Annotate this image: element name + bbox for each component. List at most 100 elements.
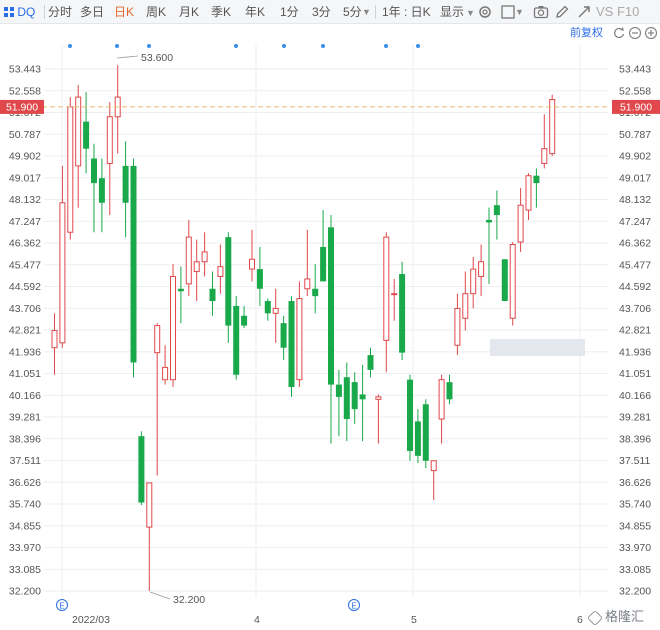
y-tick-label: 33.085	[619, 564, 651, 576]
x-label-may: 5	[411, 614, 417, 626]
event-dot	[147, 44, 151, 48]
grid-lines	[44, 45, 608, 597]
y-tick-label: 53.443	[619, 64, 651, 76]
tab-daily-k[interactable]: 日K	[114, 5, 135, 19]
candle-body-down	[256, 269, 263, 289]
candle-body-up	[383, 236, 390, 341]
svg-text:E: E	[59, 602, 64, 611]
fuquan-button[interactable]: 前复权	[570, 27, 603, 39]
tab-weekly-k[interactable]: 周K	[146, 5, 167, 19]
candle-body-down	[501, 259, 508, 302]
settings-icon[interactable]	[477, 4, 493, 20]
candle-body-up	[470, 268, 477, 295]
y-tick-label: 43.706	[9, 303, 41, 315]
watermark-text: 格隆汇	[605, 609, 645, 624]
x-label-mar: 2022/03	[72, 614, 110, 626]
high-label: 53.600	[141, 52, 173, 64]
candle-body-up	[193, 261, 200, 273]
tab-3min[interactable]: 3分	[312, 5, 331, 19]
annotation-leader	[149, 591, 171, 600]
market-switch[interactable]: DQ	[4, 0, 35, 24]
candle-body-up	[391, 293, 398, 296]
y-tick-label: 44.592	[9, 281, 41, 293]
candle-body-down	[225, 237, 232, 326]
current-price-tag-right: 51.900	[612, 99, 660, 114]
checkbox-icon[interactable]	[500, 4, 516, 20]
candle-body-down	[122, 165, 129, 203]
glh-logo-icon	[587, 609, 603, 626]
y-tick-label: 33.970	[619, 542, 651, 554]
x-label-jun: 6	[577, 614, 583, 626]
y-tick-label: 41.936	[9, 346, 41, 358]
candle-body-up	[67, 106, 74, 233]
y-tick-label: 42.821	[619, 325, 651, 337]
zoom-in-icon[interactable]	[644, 26, 658, 40]
y-tick-label: 45.477	[9, 259, 41, 271]
y-tick-label: 34.855	[9, 520, 41, 532]
tab-duori[interactable]: 多日	[80, 5, 105, 19]
y-tick-label: 44.592	[619, 281, 651, 293]
zoom-out-icon[interactable]	[628, 26, 642, 40]
y-tick-label: 38.396	[619, 433, 651, 445]
event-dot	[321, 44, 325, 48]
candle-body-up	[375, 396, 382, 400]
chevron-down-icon[interactable]: ▼	[362, 7, 371, 17]
candle-body-down	[83, 121, 90, 149]
tab-1min[interactable]: 1分	[280, 5, 299, 19]
period-select[interactable]: 1年 : 日K	[382, 5, 431, 19]
tab-quarterly-k[interactable]: 季K	[211, 5, 232, 19]
candle-body-down	[264, 301, 271, 314]
brand-label[interactable]: VS F10	[596, 4, 640, 19]
candle-body-up	[304, 278, 311, 290]
chart-toolbar: DQ 分时 多日 日K 周K 月K 季K 年K 1分 3分 5分 ▼ 1年 : …	[0, 0, 660, 24]
candle-body-down	[446, 382, 453, 400]
display-select[interactable]: 显示 ▼	[440, 0, 475, 24]
tab-fenshi[interactable]: 分时	[48, 5, 73, 19]
y-tick-label: 33.970	[9, 542, 41, 554]
candle-body-up	[201, 251, 208, 263]
y-tick-label: 52.558	[9, 85, 41, 97]
high-annotation: 53.600	[116, 52, 173, 64]
earnings-marker: E	[348, 599, 360, 611]
candle-body-up	[185, 236, 192, 285]
tab-monthly-k[interactable]: 月K	[179, 5, 200, 19]
candle-body-down	[367, 355, 374, 370]
candle-body-down	[533, 175, 540, 184]
candle-body-up	[430, 460, 437, 472]
chevron-down-icon[interactable]: ▼	[515, 7, 524, 17]
tab-5min[interactable]: 5分	[343, 5, 362, 19]
y-tick-label: 50.787	[619, 129, 651, 141]
y-tick-label: 39.281	[619, 412, 651, 424]
candle-body-down	[98, 178, 105, 203]
y-tick-label: 33.085	[9, 564, 41, 576]
reset-icon[interactable]	[612, 26, 626, 40]
tab-yearly-k[interactable]: 年K	[245, 5, 266, 19]
candle-body-up	[146, 482, 153, 528]
candle-body-down	[288, 301, 295, 388]
candle-body-up	[478, 261, 485, 277]
y-tick-label: 35.740	[619, 499, 651, 511]
y-axis-right: 53.44352.55851.67250.78749.90249.01748.1…	[619, 64, 651, 598]
candle-body-up	[170, 275, 176, 381]
candle-body-down	[359, 394, 366, 400]
y-tick-label: 37.511	[10, 455, 41, 467]
y-tick-label: 49.017	[619, 172, 651, 184]
candle-body-down	[399, 274, 406, 353]
svg-text:E: E	[351, 602, 356, 611]
candle-body-down	[343, 377, 350, 419]
candle-body-down	[312, 288, 319, 297]
y-tick-label: 37.511	[619, 455, 650, 467]
pencil-icon[interactable]	[554, 4, 570, 20]
camera-icon[interactable]	[533, 4, 549, 20]
annotation-leader	[116, 55, 139, 59]
candle-body-up	[454, 307, 461, 346]
y-tick-label: 45.477	[619, 259, 651, 271]
watermark: 格隆汇	[587, 607, 645, 627]
y-tick-label: 49.902	[9, 151, 41, 163]
low-annotation: 32.200	[149, 591, 205, 606]
expand-icon[interactable]	[576, 4, 592, 20]
earnings-icon	[348, 599, 360, 611]
candle-body-down	[328, 227, 334, 385]
y-tick-label: 52.558	[619, 85, 651, 97]
